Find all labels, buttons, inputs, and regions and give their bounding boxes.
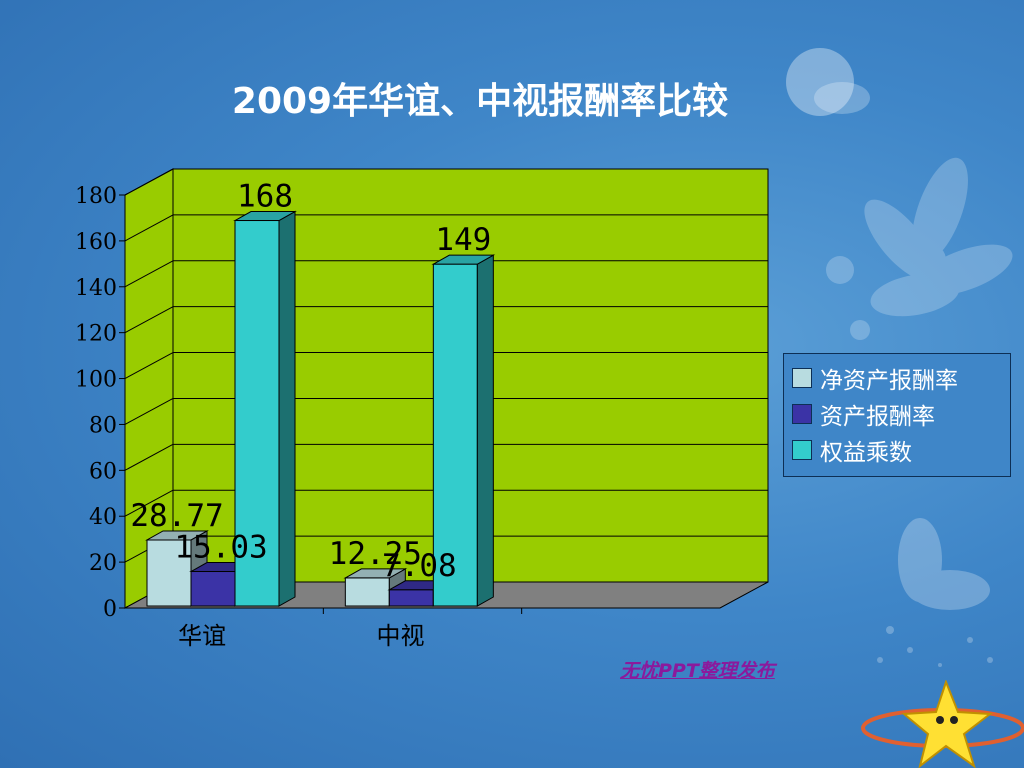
data-label: 7.08 [382, 548, 457, 584]
y-tick-label: 140 [75, 276, 117, 301]
legend-swatch [792, 404, 812, 424]
y-tick-label: 180 [75, 184, 117, 209]
x-category-label: 华谊 [178, 622, 226, 650]
bar-top [431, 254, 496, 265]
chart-legend: 净资产报酬率 资产报酬率 权益乘数 [783, 353, 1011, 477]
page-title: 2009年华谊、中视报酬率比较 [231, 81, 729, 122]
data-label: 12.25 [329, 536, 422, 572]
y-tick-label: 120 [75, 322, 117, 347]
y-tick-label: 20 [89, 551, 117, 576]
gridline [124, 489, 174, 517]
bar-front [432, 263, 478, 607]
bar-top [145, 530, 209, 541]
y-tick-label: 60 [89, 459, 117, 484]
footer-link[interactable]: 无忧PPT整理发布 [620, 660, 775, 682]
x-category-label: 中视 [377, 622, 425, 650]
y-tick-label: 0 [103, 597, 117, 622]
y-tick-label: 80 [89, 413, 117, 438]
bar-front [234, 220, 280, 607]
legend-item: 净资产报酬率 [792, 360, 1010, 396]
bar-top [343, 568, 408, 579]
legend-swatch [792, 440, 812, 460]
bar-top [233, 211, 297, 222]
y-tick-label: 100 [75, 368, 117, 393]
data-label: 168 [237, 179, 293, 215]
data-label: 15.03 [174, 530, 267, 566]
legend-label: 资产报酬率 [820, 404, 935, 430]
legend-label: 权益乘数 [820, 440, 912, 466]
y-tick-label: 40 [89, 505, 117, 530]
legend-item: 资产报酬率 [792, 396, 1010, 432]
legend-label: 净资产报酬率 [820, 368, 958, 394]
bar-side [278, 210, 296, 607]
gridline [124, 398, 174, 425]
data-label: 28.77 [130, 498, 223, 534]
gridline [124, 443, 174, 471]
y-tick-label: 160 [75, 230, 117, 255]
bar-side [476, 254, 494, 607]
bar [233, 210, 297, 607]
gridline [124, 168, 174, 196]
data-label: 149 [435, 222, 491, 258]
bar-front [190, 571, 236, 607]
gridline [124, 352, 174, 379]
gridline [124, 306, 174, 334]
legend-item: 权益乘数 [792, 432, 1010, 468]
legend-swatch [792, 368, 812, 388]
gridline [124, 214, 174, 242]
bar [431, 254, 496, 607]
bar-front [388, 589, 434, 607]
gridline [124, 260, 174, 288]
